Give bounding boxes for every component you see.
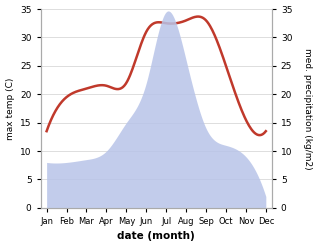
Y-axis label: med. precipitation (kg/m2): med. precipitation (kg/m2) [303,48,313,169]
Y-axis label: max temp (C): max temp (C) [5,77,15,140]
X-axis label: date (month): date (month) [117,231,195,242]
